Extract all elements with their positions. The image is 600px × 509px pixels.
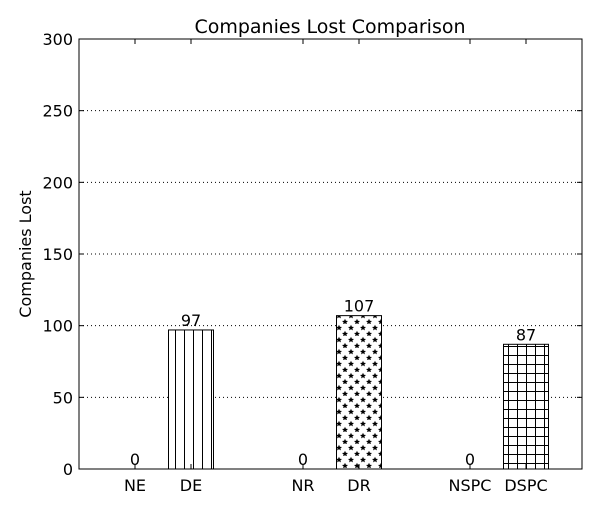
bar-dspc [503,343,549,470]
data-label: 0 [465,450,475,469]
y-tick-label: 0 [63,460,73,479]
data-label: 0 [130,450,140,469]
y-tick-label: 150 [42,245,73,264]
data-label: 0 [298,450,308,469]
x-tick-label: NR [291,476,314,495]
x-tick-label: DE [180,476,202,495]
y-tick-label: 200 [42,173,73,192]
y-tick-label: 100 [42,317,73,336]
plot-frame [78,38,583,470]
labels: 0 50 100 150 200 250 300 NE 0 DE 97 NR 0 DR 107 NSPC 0 DS… [42,30,547,495]
y-tick-label: 50 [53,388,73,407]
y-tick-label: 300 [42,30,73,49]
x-tick-label: NE [124,476,146,495]
data-label: 97 [181,311,201,330]
bar-de [168,329,214,470]
x-tick-label: DR [347,476,370,495]
x-tick-label: DSPC [504,476,547,495]
bars [168,315,549,470]
y-tick-label: 250 [42,102,73,121]
chart-title: Companies Lost Comparison [194,16,465,38]
y-axis-label: Companies Lost [16,190,35,317]
data-label: 107 [344,297,375,316]
data-label: 87 [516,325,536,344]
x-tick-label: NSPC [449,476,492,495]
bar-dr [336,315,382,470]
